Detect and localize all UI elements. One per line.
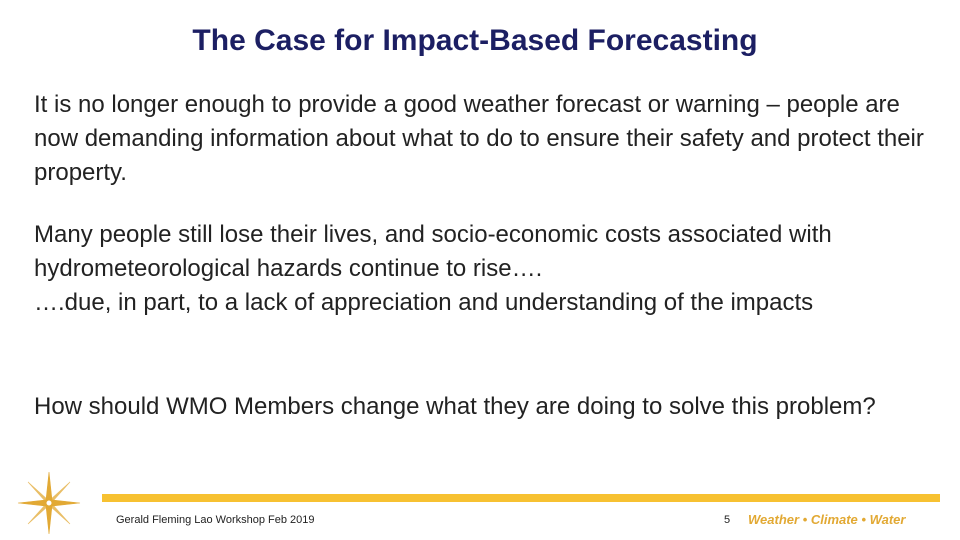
slide-title: The Case for Impact-Based Forecasting [192,24,758,57]
paragraph-2: Many people still lose their lives, and … [34,221,832,316]
footer-presenter-text: Gerald Fleming Lao Workshop Feb 2019 [116,514,315,526]
compass-star-icon [17,471,81,535]
brand-tagline: Weather • Climate • Water [748,512,906,527]
paragraph-3: How should WMO Members change what they … [34,393,876,420]
paragraph-1: It is no longer enough to provide a good… [34,91,924,186]
page-number: 5 [724,514,731,526]
footer-accent-line [102,494,940,502]
